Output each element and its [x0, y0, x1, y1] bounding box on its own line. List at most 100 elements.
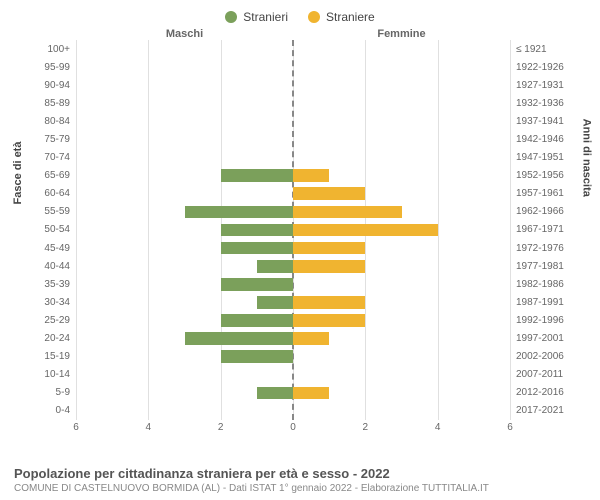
age-band-label: 100+: [20, 40, 70, 58]
footer-title: Popolazione per cittadinanza straniera p…: [14, 466, 586, 481]
bar-male: [257, 387, 293, 400]
bar-male: [221, 242, 293, 255]
birth-year-label: 2002-2006: [516, 348, 580, 366]
bar-female: [293, 387, 329, 400]
age-band-label: 55-59: [20, 203, 70, 221]
birth-year-label: 1942-1946: [516, 130, 580, 148]
birth-year-label: 2007-2011: [516, 366, 580, 384]
x-tick: 4: [435, 422, 441, 433]
bar-row-male: [76, 239, 293, 257]
bar-female: [293, 332, 329, 345]
legend-item-female: Straniere: [308, 10, 375, 24]
bar-row-female: [293, 94, 510, 112]
bar-row-male: [76, 311, 293, 329]
bar-male: [221, 278, 293, 291]
age-band-label: 60-64: [20, 185, 70, 203]
age-band-label: 85-89: [20, 94, 70, 112]
footer-subtitle: COMUNE DI CASTELNUOVO BORMIDA (AL) - Dat…: [14, 483, 586, 494]
bar-row-male: [76, 384, 293, 402]
birth-year-label: 1962-1966: [516, 203, 580, 221]
age-band-label: 45-49: [20, 239, 70, 257]
bar-row-female: [293, 58, 510, 76]
birth-year-label: 1947-1951: [516, 149, 580, 167]
bar-row-male: [76, 366, 293, 384]
birth-year-label: 1932-1936: [516, 94, 580, 112]
age-band-label: 80-84: [20, 112, 70, 130]
bar-female: [293, 314, 365, 327]
bar-female: [293, 187, 365, 200]
bar-row-male: [76, 203, 293, 221]
bar-row-female: [293, 112, 510, 130]
bar-row-male: [76, 94, 293, 112]
bar-row-male: [76, 76, 293, 94]
birth-year-label: 1952-1956: [516, 167, 580, 185]
birth-year-label: 1937-1941: [516, 112, 580, 130]
birth-year-label: 1957-1961: [516, 185, 580, 203]
birth-year-label: 1987-1991: [516, 293, 580, 311]
bar-male: [221, 314, 293, 327]
birth-year-label: 1977-1981: [516, 257, 580, 275]
x-tick: 6: [507, 422, 513, 433]
age-band-label: 0-4: [20, 402, 70, 420]
bar-row-male: [76, 348, 293, 366]
bar-male: [257, 260, 293, 273]
bar-female: [293, 296, 365, 309]
bar-male: [185, 332, 294, 345]
bar-male: [185, 206, 294, 219]
chart-footer: Popolazione per cittadinanza straniera p…: [14, 466, 586, 494]
bar-row-male: [76, 330, 293, 348]
legend-swatch-male: [225, 11, 237, 23]
x-axis: 6420 246: [20, 420, 580, 436]
age-band-label: 25-29: [20, 311, 70, 329]
bar-row-female: [293, 384, 510, 402]
bar-row-female: [293, 221, 510, 239]
bar-row-male: [76, 257, 293, 275]
bar-female: [293, 206, 402, 219]
birth-year-label: 1997-2001: [516, 330, 580, 348]
bar-row-female: [293, 293, 510, 311]
birth-year-label: 2012-2016: [516, 384, 580, 402]
bar-female: [293, 224, 438, 237]
bar-female: [293, 260, 365, 273]
legend-item-male: Stranieri: [225, 10, 288, 24]
age-band-label: 30-34: [20, 293, 70, 311]
bar-row-female: [293, 402, 510, 420]
bar-row-female: [293, 257, 510, 275]
bar-row-female: [293, 167, 510, 185]
x-tick: 4: [146, 422, 152, 433]
age-band-label: 90-94: [20, 76, 70, 94]
bar-row-male: [76, 402, 293, 420]
bar-row-female: [293, 130, 510, 148]
y-axis-title-right: Anni di nascita: [580, 119, 592, 197]
birth-year-label: 1927-1931: [516, 76, 580, 94]
plot-area: Fasce di età 100+95-9990-9485-8980-8475-…: [20, 40, 580, 420]
bar-row-female: [293, 239, 510, 257]
birth-year-label: 1967-1971: [516, 221, 580, 239]
bar-row-male: [76, 149, 293, 167]
age-band-label: 5-9: [20, 384, 70, 402]
birth-year-label: ≤ 1921: [516, 40, 580, 58]
legend-label-female: Straniere: [326, 10, 375, 24]
bar-row-female: [293, 348, 510, 366]
bar-row-male: [76, 293, 293, 311]
bar-row-male: [76, 112, 293, 130]
bar-male: [221, 350, 293, 363]
age-band-label: 65-69: [20, 167, 70, 185]
age-band-label: 35-39: [20, 275, 70, 293]
age-band-label: 50-54: [20, 221, 70, 239]
birth-year-label: 1982-1986: [516, 275, 580, 293]
age-band-label: 75-79: [20, 130, 70, 148]
birth-year-label: 1972-1976: [516, 239, 580, 257]
bar-male: [257, 296, 293, 309]
male-bars-half: [76, 40, 293, 420]
x-tick: 2: [218, 422, 224, 433]
age-band-label: 15-19: [20, 348, 70, 366]
age-band-label: 10-14: [20, 366, 70, 384]
age-band-label: 40-44: [20, 257, 70, 275]
age-band-labels: 100+95-9990-9485-8980-8475-7970-7465-696…: [20, 40, 76, 420]
bar-row-male: [76, 185, 293, 203]
bar-row-male: [76, 275, 293, 293]
column-headers: Maschi Femmine: [20, 28, 580, 40]
x-tick: 2: [363, 422, 369, 433]
bar-row-female: [293, 76, 510, 94]
